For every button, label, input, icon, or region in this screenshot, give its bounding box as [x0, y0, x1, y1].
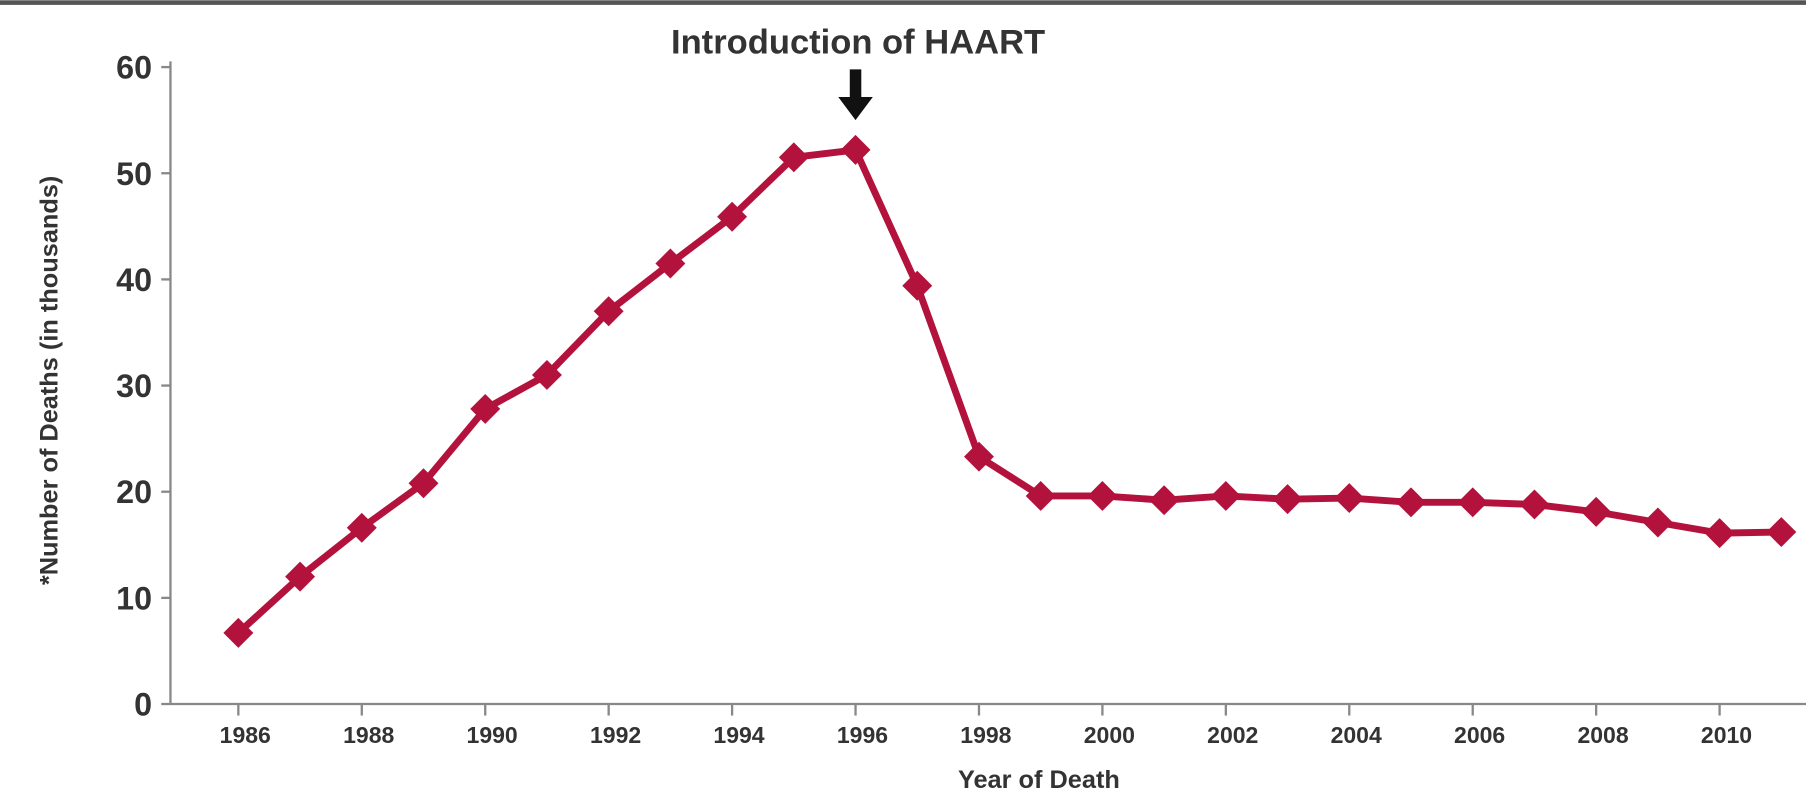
y-tick-label: 40	[116, 262, 152, 298]
marker	[470, 393, 501, 424]
x-tick-label: 1988	[343, 722, 394, 748]
x-tick-label: 1996	[837, 722, 888, 748]
marker	[1396, 487, 1426, 518]
x-tick-label: 2008	[1577, 722, 1628, 748]
x-tick-label: 1990	[467, 722, 518, 748]
marker	[1766, 517, 1797, 548]
y-axis-label: *Number of Deaths (in thousands)	[36, 176, 64, 586]
marker	[840, 134, 871, 165]
marker	[223, 617, 254, 648]
marker	[717, 201, 748, 232]
y-tick-label: 10	[116, 580, 152, 616]
y-tick-label: 0	[134, 687, 152, 723]
x-tick-label: 1992	[590, 722, 641, 748]
annotation-arrow	[838, 69, 873, 121]
x-tick-label: 2002	[1207, 722, 1258, 748]
x-tick-label: 1998	[960, 722, 1011, 748]
annotation: Introduction of HAART	[671, 23, 1045, 61]
marker	[778, 142, 809, 173]
x-tick-label: 2000	[1084, 722, 1135, 748]
marker	[1519, 489, 1550, 520]
marker	[1087, 480, 1118, 511]
marker	[1704, 518, 1735, 549]
x-axis-label: Year of Death	[958, 766, 1120, 793]
x-tick-label: 1994	[713, 722, 764, 748]
marker	[346, 512, 377, 543]
marker	[408, 468, 439, 499]
marker	[1272, 484, 1303, 515]
marker	[1334, 483, 1365, 514]
top-border	[0, 0, 1806, 5]
marker	[1642, 507, 1673, 538]
marker	[1025, 480, 1056, 511]
x-tick-label: 1986	[220, 722, 271, 748]
y-tick-label: 30	[116, 368, 152, 404]
marker	[1149, 485, 1180, 516]
marker	[902, 270, 933, 301]
marker	[1210, 480, 1241, 511]
x-tick-label: 2010	[1701, 722, 1752, 748]
y-tick-label: 60	[116, 50, 152, 86]
line	[236, 146, 1782, 636]
y-tick-label: 20	[116, 474, 152, 510]
marker	[1581, 496, 1612, 527]
marker	[285, 561, 316, 592]
x-tick-label: 2006	[1454, 722, 1505, 748]
y-tick-label: 50	[116, 156, 152, 192]
x-tick-label: 2004	[1331, 722, 1382, 748]
marker	[1457, 487, 1488, 518]
